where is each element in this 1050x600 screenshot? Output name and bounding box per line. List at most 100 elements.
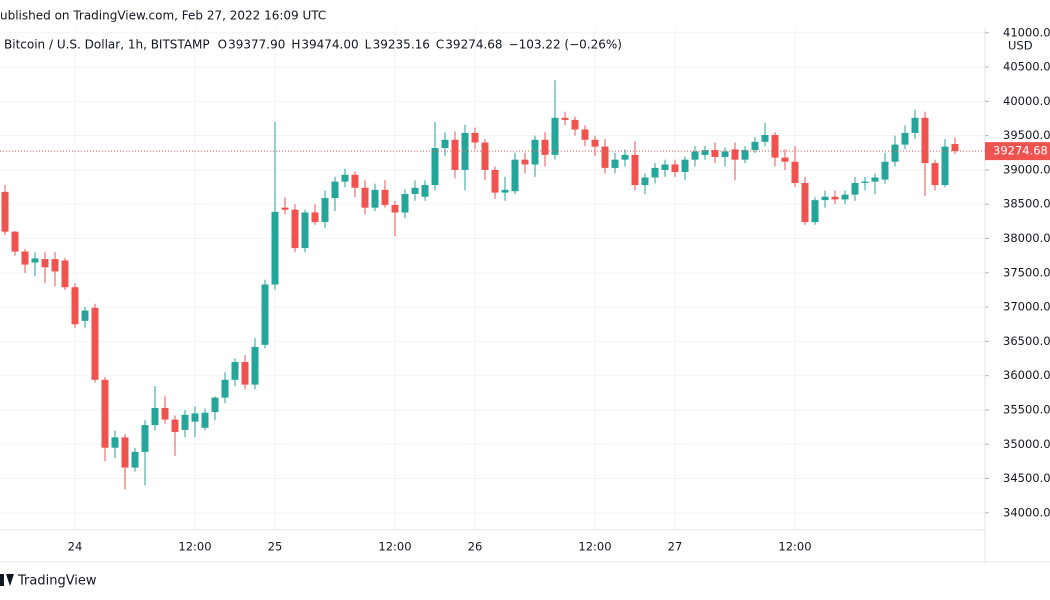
x-tick-label: 12:00 — [378, 540, 411, 554]
y-tick-label: 36500.00 — [1003, 334, 1050, 348]
candle-body — [381, 189, 389, 205]
candle-body — [711, 150, 719, 157]
candle-body — [161, 407, 169, 420]
y-tick-label: 39000.00 — [1003, 162, 1050, 176]
candle-body — [501, 189, 509, 193]
ohlc-key: H — [291, 38, 300, 52]
candle-body — [611, 159, 619, 168]
symbol-legend: Bitcoin / U.S. Dollar, 1h, BITSTAMP O 393… — [4, 38, 622, 52]
candle-body — [761, 134, 769, 142]
x-tick-label: 27 — [668, 540, 683, 554]
candle-body — [271, 211, 279, 285]
candle-body — [361, 187, 369, 208]
candle-body — [391, 204, 399, 213]
candle-body — [681, 159, 689, 173]
candle-body — [221, 379, 229, 398]
candle-body — [421, 185, 429, 197]
y-tick-label: 39500.00 — [1003, 128, 1050, 142]
candle-body — [541, 139, 549, 155]
candle-body — [311, 212, 319, 223]
candle-body — [451, 139, 459, 170]
candle-body — [1, 191, 9, 232]
candle-body — [111, 437, 119, 448]
candle-body — [561, 117, 569, 120]
candle-body — [511, 159, 519, 192]
candle-body — [281, 207, 289, 210]
candle-body — [751, 141, 759, 151]
logo-icon — [0, 574, 14, 586]
candle-body — [351, 174, 359, 188]
candle-body — [231, 361, 239, 380]
candle-body — [601, 146, 609, 168]
y-tick-label: 37000.00 — [1003, 300, 1050, 314]
candle-body — [931, 163, 939, 186]
ohlc-value: 39474.00 — [301, 38, 358, 52]
price-change: −103.22 (−0.26%) — [509, 38, 622, 52]
candle-body — [401, 193, 409, 213]
ohlc-key: L — [365, 38, 372, 52]
currency-label: USD — [1008, 39, 1033, 53]
candle-body — [261, 284, 269, 345]
candle-body — [301, 212, 309, 249]
y-tick-label: 40500.00 — [1003, 60, 1050, 74]
candle-body — [41, 259, 49, 268]
candle-body — [531, 139, 539, 165]
y-tick-label: 40000.00 — [1003, 94, 1050, 108]
y-tick-label: 35000.00 — [1003, 437, 1050, 451]
symbol-name: Bitcoin / U.S. Dollar, 1h, BITSTAMP — [4, 38, 210, 52]
y-tick-label: 37500.00 — [1003, 265, 1050, 279]
candle-body — [441, 139, 449, 149]
candle-body — [201, 412, 209, 428]
candle-body — [831, 196, 839, 200]
candle-body — [691, 151, 699, 160]
candle-body — [411, 187, 419, 194]
candle-body — [851, 182, 859, 195]
candle-body — [811, 200, 819, 223]
y-tick-label: 35500.00 — [1003, 402, 1050, 416]
candle-body — [581, 129, 589, 140]
candle-body — [551, 117, 559, 155]
y-tick-label: 38500.00 — [1003, 197, 1050, 211]
candle-body — [211, 397, 219, 413]
candle-body — [141, 425, 149, 452]
candle-body — [731, 149, 739, 160]
candle-body — [911, 117, 919, 133]
plot-area — [0, 28, 985, 530]
candle-body — [71, 287, 79, 325]
candle-body — [571, 119, 579, 130]
x-tick-label: 26 — [468, 540, 483, 554]
candle-body — [171, 419, 179, 432]
candle-body — [181, 414, 189, 430]
candle-body — [131, 451, 139, 468]
ohlc-value: 39377.90 — [228, 38, 285, 52]
candle-body — [901, 132, 909, 145]
x-tick-label: 12:00 — [178, 540, 211, 554]
ohlc-value: 39235.16 — [373, 38, 430, 52]
candle-body — [291, 209, 299, 249]
candle-body — [481, 142, 489, 170]
candle-body — [771, 134, 779, 158]
x-tick-label: 25 — [268, 540, 283, 554]
candle-body — [631, 154, 639, 186]
candle-body — [921, 117, 929, 164]
candle-body — [51, 259, 59, 272]
candle-body — [641, 177, 649, 186]
candle-body — [331, 181, 339, 199]
candle-body — [471, 132, 479, 143]
candle-body — [21, 251, 29, 265]
candle-body — [861, 181, 869, 183]
candle-body — [791, 161, 799, 183]
y-tick-label: 34500.00 — [1003, 471, 1050, 485]
x-tick-label: 12:00 — [778, 540, 811, 554]
candle-body — [661, 164, 669, 170]
candle-body — [701, 150, 709, 155]
candle-body — [671, 164, 679, 173]
y-tick-label: 41000.00 — [1003, 25, 1050, 39]
candle-body — [591, 139, 599, 147]
candle-body — [841, 194, 849, 200]
ohlc-value: 39274.68 — [445, 38, 502, 52]
candle-body — [721, 151, 729, 157]
x-tick-label: 24 — [68, 540, 83, 554]
candle-body — [951, 144, 959, 152]
